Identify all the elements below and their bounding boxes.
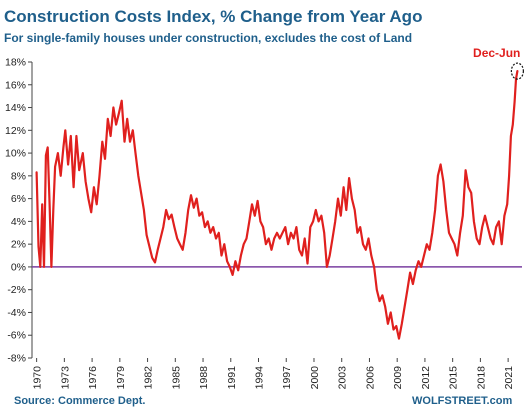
x-tick-label: 1979: [115, 366, 127, 390]
y-tick-label: -2%: [7, 284, 26, 296]
y-tick-label: 0%: [11, 261, 26, 273]
y-axis-ticks: 18% 16% 14% 12% 10% 8% 6% 4% 2% 0% -2% -4% -6% -8%: [5, 57, 32, 365]
y-tick-label: -4%: [7, 307, 26, 319]
series-line: [35, 70, 519, 340]
y-tick-label: 6%: [11, 193, 26, 205]
x-tick-label: 2018: [475, 366, 487, 390]
x-axis-ticks: 1970 1973 1976 1979 1982 1985 1988 1991 1994 1997…: [32, 358, 515, 390]
y-tick-label: 14%: [5, 102, 26, 114]
x-tick-label: 1985: [170, 366, 182, 390]
y-tick-label: 8%: [11, 170, 26, 182]
x-tick-label: 2009: [392, 366, 404, 390]
x-tick-label: 1997: [281, 366, 293, 390]
x-tick-label: 1991: [226, 366, 238, 390]
x-tick-label: 1970: [32, 366, 44, 390]
y-tick-label: 12%: [5, 125, 26, 137]
x-tick-label: 2015: [448, 366, 460, 390]
y-tick-label: 2%: [11, 239, 26, 251]
x-tick-label: 2006: [364, 366, 376, 390]
x-tick-label: 1988: [198, 366, 210, 390]
y-tick-label: 4%: [11, 216, 26, 228]
x-tick-label: 1976: [87, 366, 99, 390]
x-tick-label: 1982: [143, 366, 155, 390]
latest-value-circle: [510, 62, 524, 80]
source-note: Source: Commerce Dept.: [14, 395, 145, 407]
y-tick-label: 16%: [5, 79, 26, 91]
annotation-label: Dec-Jun: [473, 46, 520, 60]
x-tick-label: 2000: [309, 366, 321, 390]
chart-subtitle: For single-family houses under construct…: [4, 31, 412, 45]
x-tick-label: 2003: [337, 366, 349, 390]
x-tick-label: 1973: [59, 366, 71, 390]
y-tick-label: -6%: [7, 330, 26, 342]
x-tick-label: 2012: [420, 366, 432, 390]
x-tick-label: 1994: [254, 366, 266, 390]
y-tick-label: 10%: [5, 148, 26, 160]
series-group: [35, 70, 519, 340]
chart-title: Construction Costs Index, % Change from …: [4, 7, 422, 26]
y-tick-label: -8%: [7, 353, 26, 365]
watermark: WOLFSTREET.com: [412, 395, 512, 407]
y-tick-label: 18%: [5, 57, 26, 69]
x-tick-label: 2021: [503, 366, 515, 390]
